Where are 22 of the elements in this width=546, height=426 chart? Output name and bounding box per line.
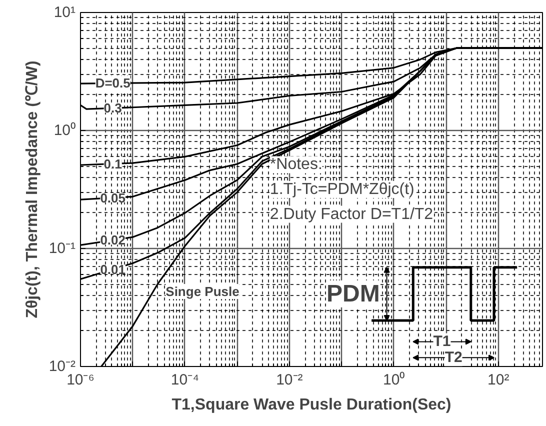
x-tick-label: 10⁻⁴ (170, 372, 200, 388)
x-axis-title: T1,Square Wave Pusle Duration(Sec) (172, 396, 452, 414)
y-tick-label: 10⁻¹ (48, 240, 76, 257)
annotation: *Notes: (270, 156, 322, 174)
x-tick-label: 10⁰ (383, 372, 405, 388)
series-label: 0.02 (100, 232, 126, 248)
series-label: Singe Pusle (166, 284, 240, 300)
y-tick-label: 10¹ (54, 4, 76, 21)
y-axis-title: Zθjc(t), Thermal Impedance (℃/W) (24, 60, 41, 318)
series-label: 0.05 (100, 190, 126, 206)
series-label: 0.1 (104, 156, 122, 172)
series-label: 0.3 (104, 100, 122, 116)
series-label: 0.01 (100, 262, 126, 277)
annotation: 1.Tj-Tc=PDM*Zθjc(t) (270, 181, 414, 198)
series-label: D=0.5 (95, 76, 130, 91)
annotation: T1 (433, 333, 451, 350)
annotation: T2 (444, 349, 462, 366)
annotation: 2.Duty Factor D=T1/T2 (270, 206, 434, 223)
x-tick-label: 10⁻² (276, 372, 303, 388)
y-tick-label: 10⁰ (54, 122, 76, 139)
x-tick-label: 10² (488, 372, 510, 388)
annotation: PDM (326, 280, 380, 308)
